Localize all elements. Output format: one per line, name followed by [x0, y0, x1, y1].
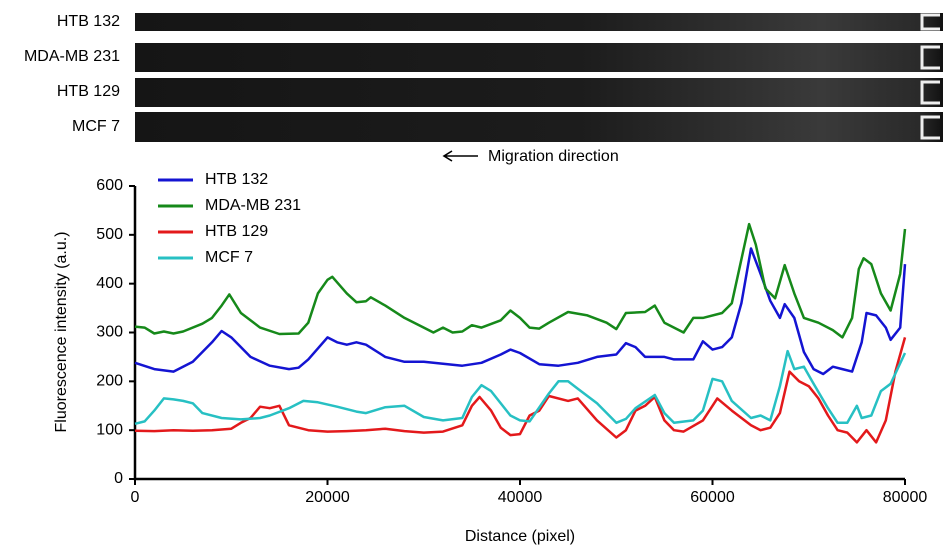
x-tick-label: 60000	[690, 489, 735, 506]
x-tick-label: 40000	[498, 489, 543, 506]
legend-label: MDA-MB 231	[205, 197, 301, 214]
axes	[133, 186, 905, 481]
legend-label: HTB 132	[205, 171, 268, 188]
y-axis-title: Fluorescence intensity (a.u.)	[53, 232, 70, 433]
strip-image	[135, 43, 943, 72]
strip-image	[135, 112, 943, 142]
series-line	[134, 247, 907, 376]
direction-arrow	[442, 150, 478, 162]
y-tick-label: 200	[96, 373, 123, 390]
series-line	[134, 337, 907, 444]
y-tick-label: 100	[96, 421, 123, 438]
x-tick-label: 0	[131, 489, 140, 506]
legend-label: MCF 7	[205, 249, 253, 266]
y-tick-label: 600	[96, 177, 123, 194]
series-line	[134, 222, 907, 339]
image-strips: HTB 132 MDA-MB 231 HTB 129 MCF 7	[24, 13, 943, 142]
legend-label: HTB 129	[205, 223, 268, 240]
strip-image	[135, 78, 943, 107]
strip-label: HTB 132	[57, 13, 120, 30]
y-tick-label: 0	[114, 470, 123, 487]
strip-highlight	[920, 13, 940, 140]
y-tick-label: 300	[96, 324, 123, 341]
x-axis-title: Distance (pixel)	[465, 528, 575, 545]
series-line	[134, 349, 907, 426]
strip-label: HTB 129	[57, 83, 120, 100]
y-tick-label: 500	[96, 226, 123, 243]
strip-label: MCF 7	[72, 118, 120, 135]
strip-image	[135, 13, 943, 31]
y-tick-label: 400	[96, 275, 123, 292]
x-tick-label: 80000	[883, 489, 928, 506]
strip-label: MDA-MB 231	[24, 48, 120, 65]
x-tick-label: 20000	[305, 489, 350, 506]
annotation: Migration direction	[488, 148, 619, 165]
